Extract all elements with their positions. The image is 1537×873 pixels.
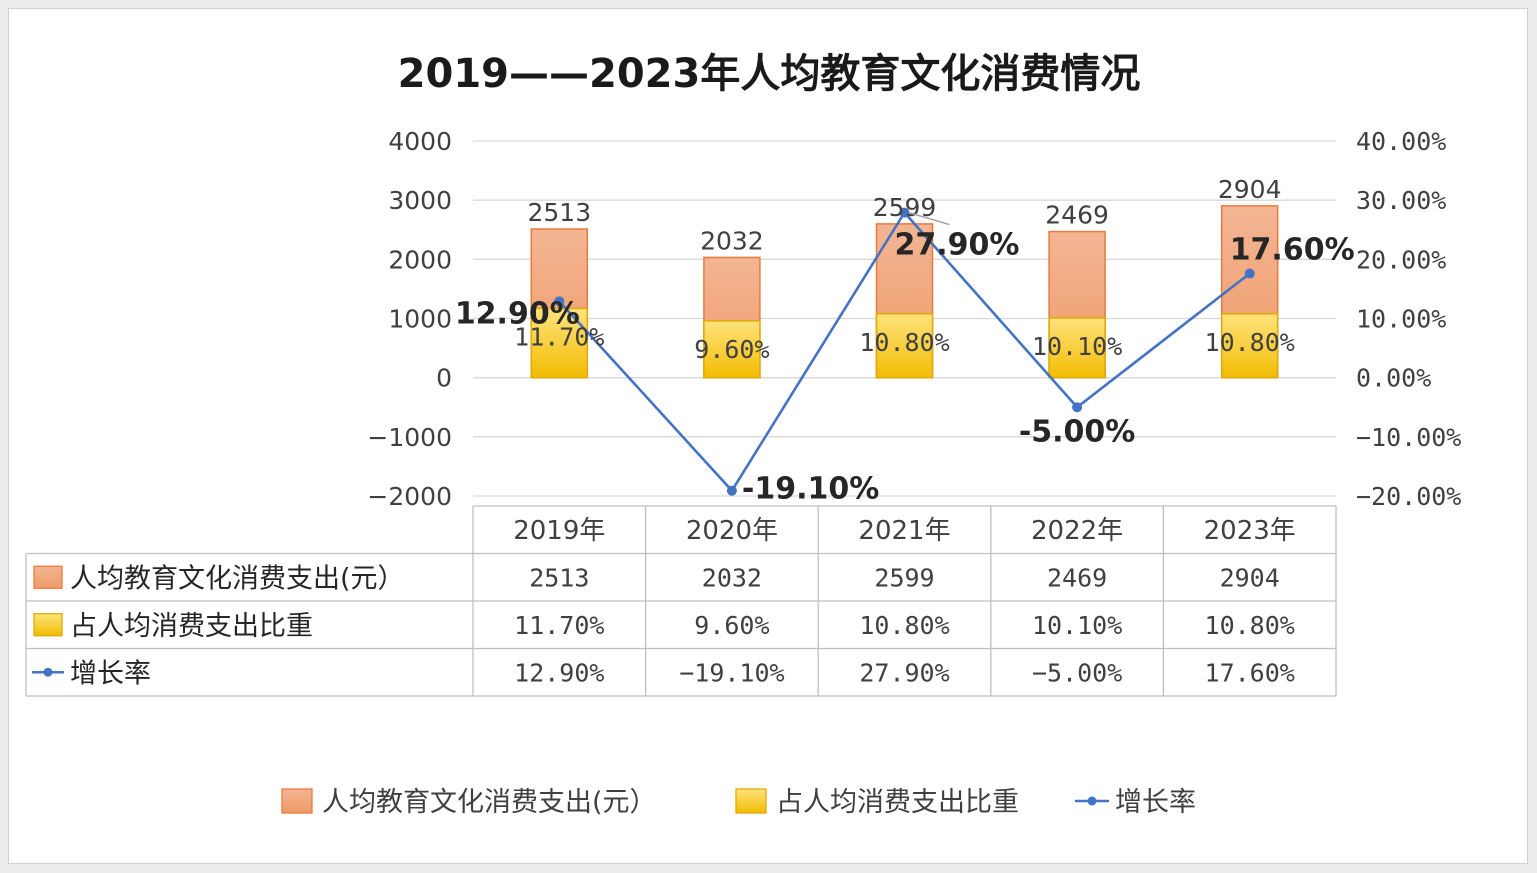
y-left-tick-label: −2000 [367, 482, 452, 511]
table-cell: 2469 [1047, 563, 1107, 592]
spending-value-label: 2032 [700, 226, 764, 255]
y-left-tick-label: −1000 [367, 423, 452, 452]
growth-rate-marker [1072, 402, 1083, 413]
legend: 人均教育文化消费支出(元） 占人均消费支出比重 增长率 [281, 787, 1196, 818]
table-header-cell: 2022年 [1031, 516, 1123, 546]
growth-rate-label: 17.60% [1230, 233, 1355, 268]
share-bar [1220, 313, 1279, 379]
share-value-label: 10.10% [1032, 332, 1122, 361]
y-right-tick-label: −10.00% [1356, 423, 1461, 452]
table-cell: 2599 [874, 563, 934, 592]
table-cell: 10.80% [859, 611, 949, 640]
growth-line [554, 207, 1255, 496]
table-header-cell: 2023年 [1204, 516, 1296, 546]
share-value-label: 9.60% [694, 335, 769, 364]
label-leader-line [908, 211, 950, 226]
data-table: 2019年 2020年 2021年 2022年 2023年 2513 2032 2599 246… [25, 505, 1337, 697]
table-key-growth-marker [43, 667, 53, 677]
growth-rate-marker [726, 485, 737, 496]
y-left-tick-label: 1000 [388, 305, 452, 334]
y-right-tick-label: 30.00% [1356, 186, 1446, 215]
table-cell: 9.60% [694, 611, 769, 640]
y-left-tick-label: 3000 [388, 186, 452, 215]
legend-swatch-spending [281, 788, 313, 814]
table-cell: 10.80% [1205, 611, 1295, 640]
spending-value-label: 2904 [1218, 175, 1282, 204]
table-key-share [33, 613, 63, 637]
y-left-tick-label: 4000 [388, 127, 452, 156]
table-cell: 27.90% [859, 658, 949, 687]
growth-rate-marker [554, 296, 565, 307]
spending-value-label: 2469 [1045, 201, 1109, 230]
y-right-tick-label: 0.00% [1356, 364, 1431, 393]
table-row-label: 人均教育文化消费支出(元） [70, 563, 405, 594]
axes: 4000 3000 2000 1000 0 −1000 −2000 40.00% 30.00% 2… [367, 127, 1461, 511]
share-bar [703, 320, 761, 379]
y-right-tick-label: 40.00% [1356, 127, 1446, 156]
legend-label: 增长率 [1115, 787, 1196, 818]
legend-swatch-share [735, 788, 767, 814]
table-cell: 12.90% [514, 658, 604, 687]
y-right-tick-label: 20.00% [1356, 245, 1446, 274]
chart-frame: 2019——2023年人均教育文化消费情况 2513 11.70% 2032 9.60… [8, 8, 1528, 864]
growth-rate-marker [899, 207, 910, 218]
growth-rate-marker [1244, 268, 1255, 279]
table-cell: 2032 [702, 563, 762, 592]
chart-title: 2019——2023年人均教育文化消费情况 [398, 51, 1141, 97]
table-cell: 2513 [529, 563, 589, 592]
spending-value-label: 2513 [527, 198, 591, 227]
table-header-cell: 2020年 [686, 516, 778, 546]
y-left-tick-label: 0 [436, 364, 452, 393]
growth-rate-label: 12.90% [455, 296, 580, 331]
y-right-tick-label: 10.00% [1356, 305, 1446, 334]
table-cell: 17.60% [1205, 658, 1295, 687]
table-cell: −5.00% [1032, 658, 1122, 687]
share-value-label: 10.80% [859, 328, 949, 357]
table-cell: 2904 [1220, 563, 1280, 592]
share-bar [1048, 317, 1106, 379]
table-header-cell: 2021年 [858, 516, 950, 546]
legend-swatch-growth-marker [1087, 796, 1097, 806]
chart-svg: 2019——2023年人均教育文化消费情况 2513 11.70% 2032 9.60… [25, 51, 1461, 818]
y-left-tick-label: 2000 [388, 245, 452, 274]
legend-label: 占人均消费支出比重 [776, 787, 1019, 818]
share-bar [875, 313, 934, 379]
table-row-label: 占人均消费支出比重 [70, 611, 313, 642]
table-cell: −19.10% [679, 658, 784, 687]
y-right-tick-label: −20.00% [1356, 482, 1461, 511]
table-key-spending [33, 565, 63, 589]
growth-rate-label: -19.10% [742, 472, 879, 507]
share-value-label: 11.70% [514, 322, 604, 351]
growth-rate-label: -5.00% [1019, 414, 1136, 449]
legend-label: 人均教育文化消费支出(元） [322, 787, 657, 818]
table-row-label: 增长率 [70, 658, 151, 689]
table-header-cell: 2019年 [513, 516, 605, 546]
table-cell: 10.10% [1032, 611, 1122, 640]
growth-rate-label: 27.90% [895, 228, 1020, 263]
data-labels: 251311.70%20329.60%259910.80%246910.10%2… [455, 175, 1355, 507]
table-cell: 11.70% [514, 611, 604, 640]
share-value-label: 10.80% [1205, 328, 1295, 357]
